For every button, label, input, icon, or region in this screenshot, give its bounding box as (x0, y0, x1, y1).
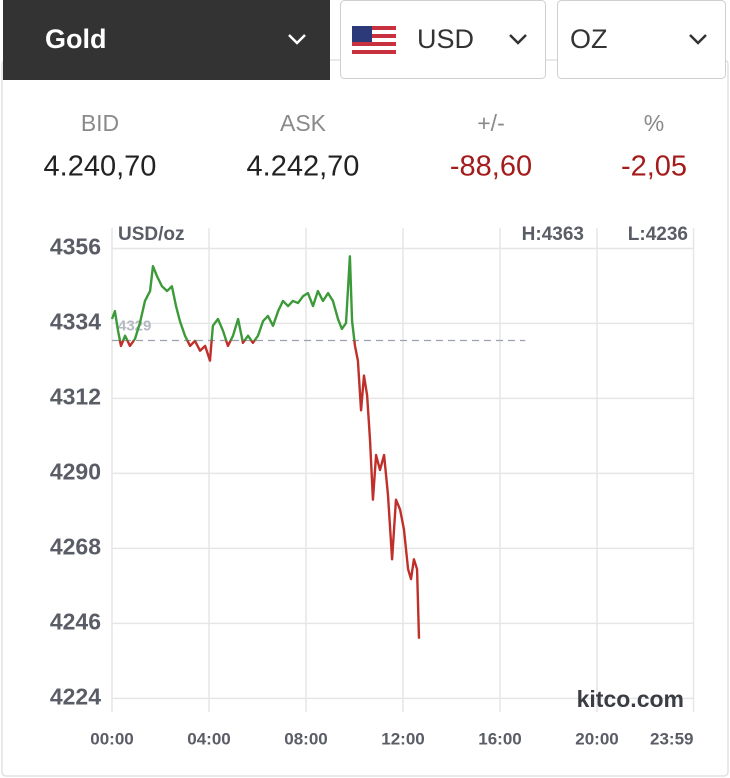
unit-select-label: OZ (570, 24, 608, 54)
unit-label: USD/oz (118, 224, 185, 245)
x-tick-label: 04:00 (187, 729, 230, 748)
y-tick-label: 4246 (50, 608, 101, 634)
quote-value: -2,05 (621, 151, 687, 183)
quote-header: BID (81, 110, 119, 136)
quote-value: -88,60 (450, 151, 532, 183)
x-tick-label: 12:00 (381, 729, 424, 748)
y-tick-label: 4312 (50, 384, 101, 410)
currency-select[interactable]: USD (340, 0, 546, 79)
chevron (509, 34, 527, 45)
high-label: H:4363 (522, 224, 584, 245)
quote-row: BID 4.240,70 ASK 4.242,70 +/- -88,60% -2,05 (44, 110, 688, 183)
currency-select-box (340, 0, 546, 79)
metal-select[interactable]: Gold (3, 0, 330, 80)
watermark: kitco.com (577, 686, 684, 712)
chevron (689, 34, 707, 45)
y-tick-label: 4224 (50, 683, 101, 709)
x-tick-label: 00:00 (90, 729, 133, 748)
price-line-below (118, 340, 421, 639)
unit-select[interactable]: OZ (557, 0, 726, 79)
quote-value: 4.242,70 (247, 151, 360, 183)
previous-close-label: 4329 (118, 317, 151, 334)
currency-select-label: USD (417, 24, 474, 54)
metal-select-box (3, 0, 330, 80)
x-tick-label: 08:00 (284, 729, 327, 748)
unit-select-box (557, 0, 726, 79)
x-tick-label: 20:00 (575, 729, 618, 748)
y-tick-label: 4290 (50, 458, 101, 484)
quote-header: +/- (477, 110, 504, 136)
y-tick-label: 4334 (50, 309, 101, 335)
price-line-above (110, 255, 356, 341)
us-flag (352, 26, 396, 54)
quote-header: % (644, 110, 664, 136)
chevron (288, 34, 306, 45)
chart: 4224 4246 4268 4290 4312 4334 4356 00:00 04:00 08… (50, 224, 695, 748)
low-label: L:4236 (628, 224, 688, 245)
quote-value: 4.240,70 (44, 151, 157, 183)
quote-header: ASK (280, 110, 327, 136)
y-tick-label: 4356 (50, 234, 101, 260)
x-tick-label: 16:00 (478, 729, 521, 748)
x-tick-label: 23:59 (650, 729, 693, 748)
metal-select-label: Gold (45, 24, 107, 54)
y-tick-label: 4268 (50, 533, 101, 559)
